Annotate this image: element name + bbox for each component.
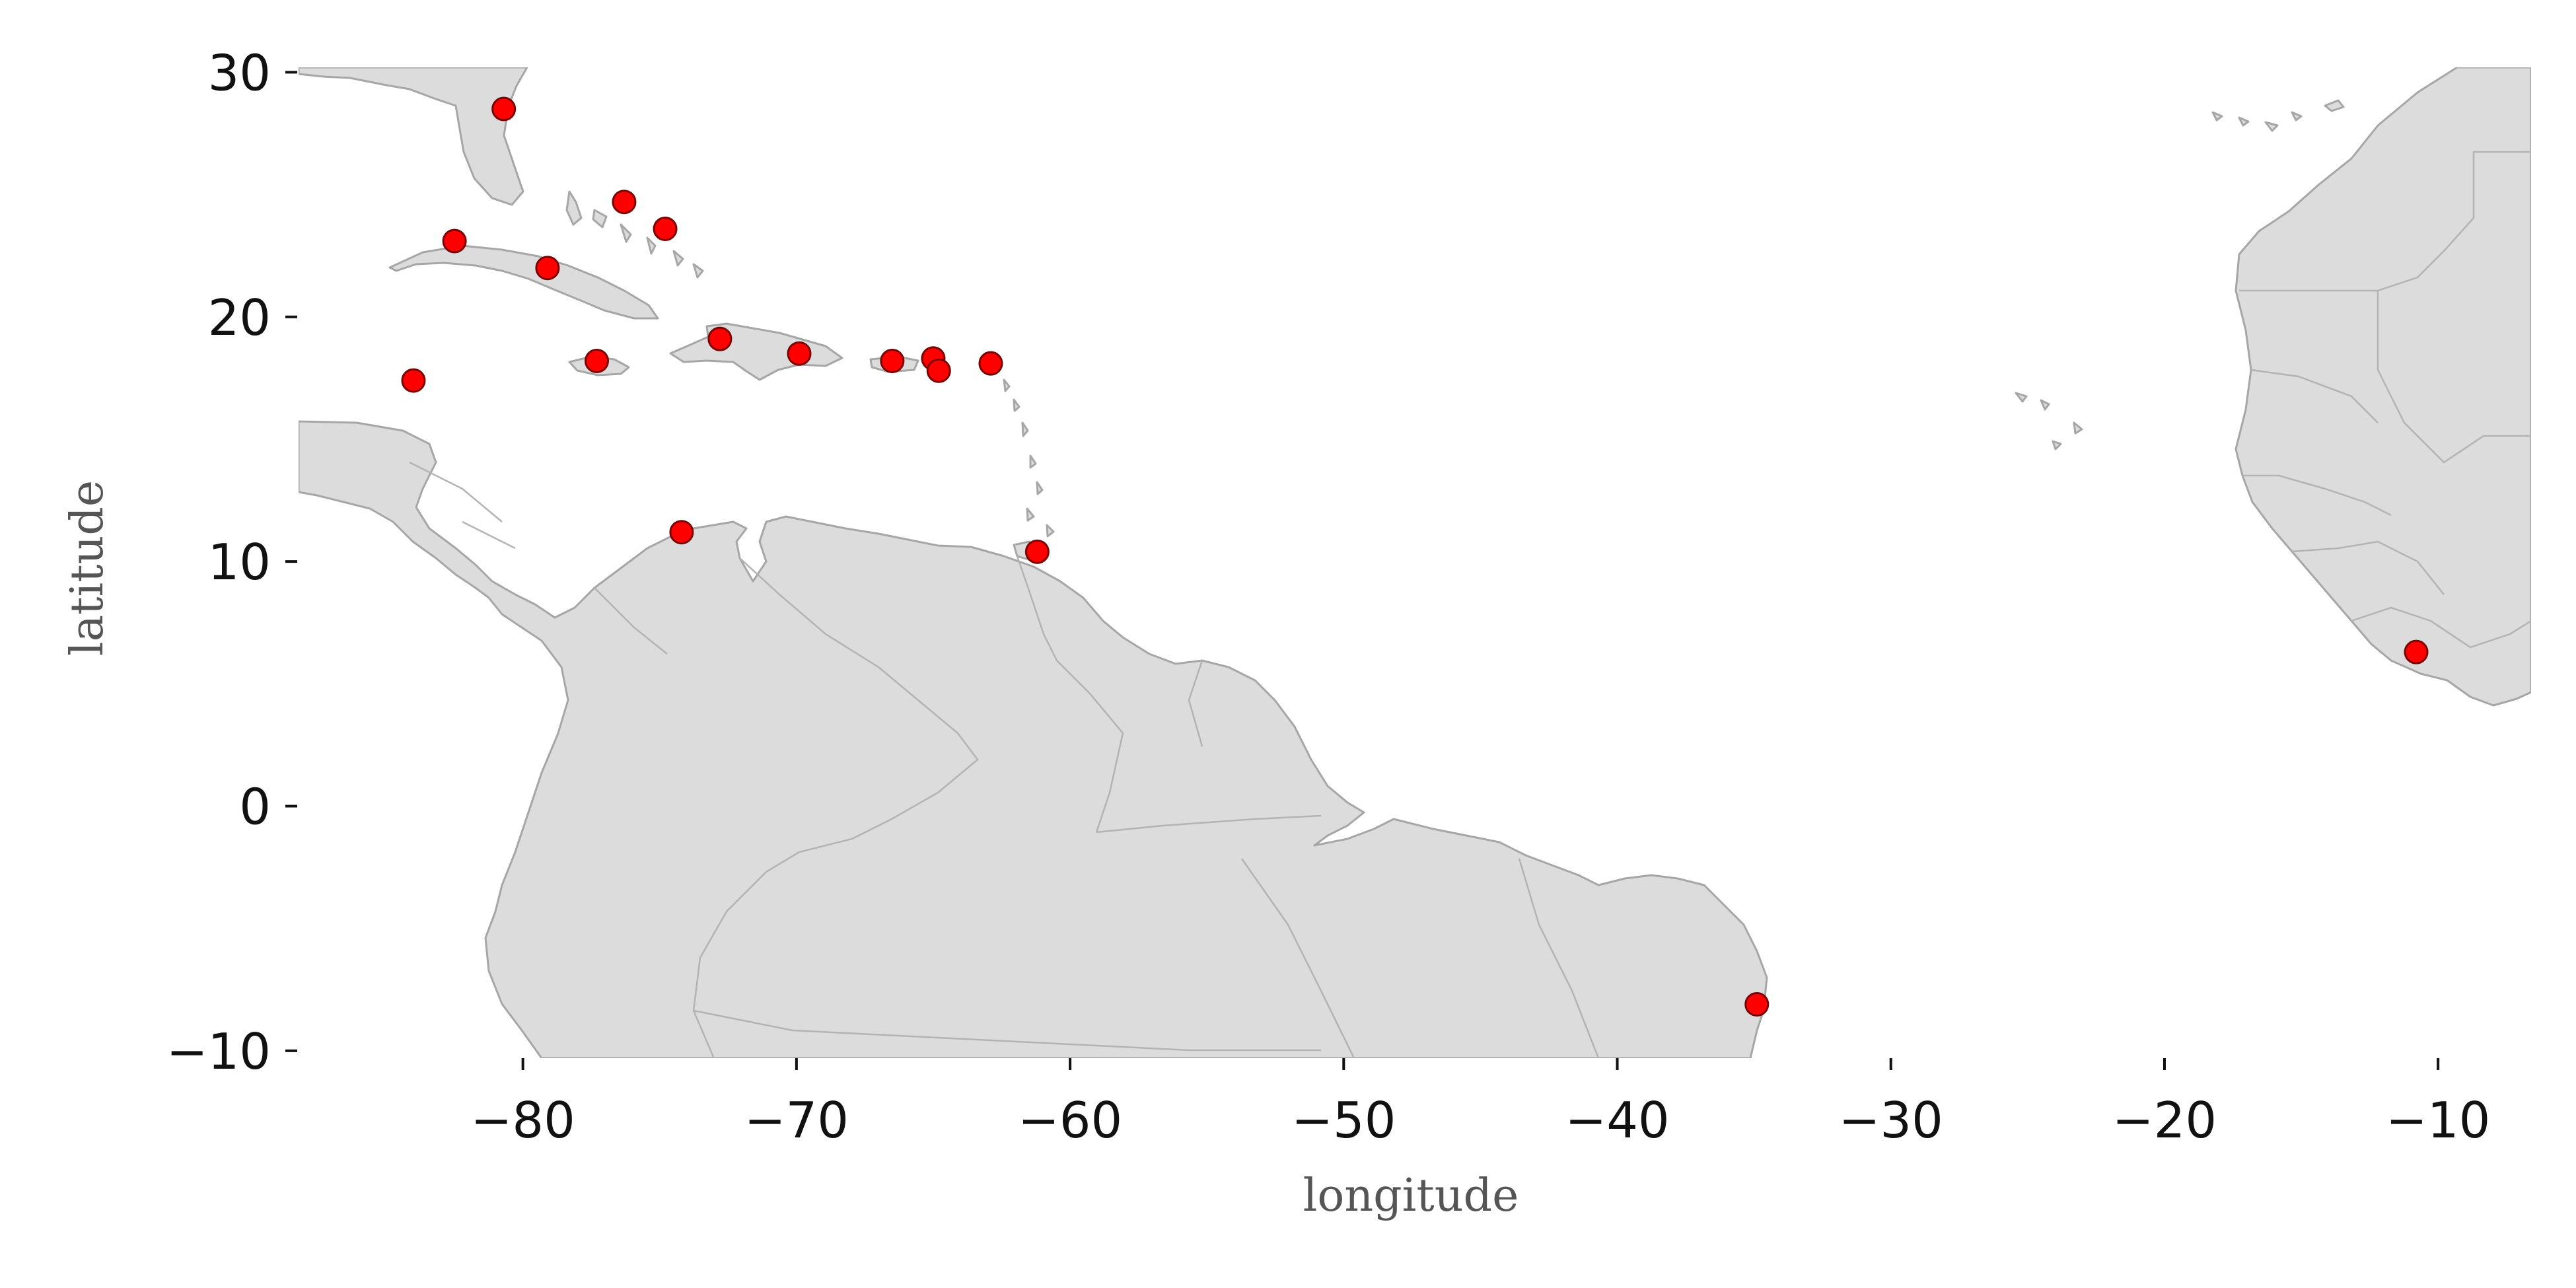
location-marker — [2404, 639, 2429, 664]
landmass-hispaniola — [669, 322, 843, 381]
y-tick-label: 0 — [239, 778, 271, 836]
x-tick-label: −30 — [1839, 1091, 1943, 1149]
location-marker — [1744, 992, 1770, 1017]
y-tick-label: 10 — [208, 533, 271, 591]
y-axis-title: latitude — [61, 480, 114, 656]
y-tick-label: −10 — [166, 1022, 271, 1081]
y-tick-label: 20 — [208, 289, 271, 347]
location-marker — [978, 351, 1003, 376]
x-tick-label: −10 — [2386, 1091, 2490, 1149]
landmass-florida — [299, 67, 528, 206]
landmass-americas — [299, 420, 1768, 1058]
location-marker — [612, 190, 637, 215]
x-tick-label: −70 — [744, 1091, 849, 1149]
x-tick-label: −60 — [1018, 1091, 1122, 1149]
borders-africa — [2239, 151, 2531, 649]
points-layer — [401, 96, 2429, 1017]
location-marker — [787, 341, 812, 366]
landmass-canary-islands — [2211, 99, 2345, 132]
location-marker — [584, 348, 609, 373]
landmass-lesser-antilles — [1003, 378, 1055, 561]
x-tick-label: −20 — [2112, 1091, 2217, 1149]
location-marker — [707, 326, 733, 351]
location-marker — [535, 256, 560, 281]
location-marker — [491, 96, 517, 122]
land-layer — [299, 67, 2531, 1058]
location-marker — [880, 348, 905, 373]
borders-americas — [409, 461, 1600, 1058]
location-marker — [1024, 539, 1050, 564]
landmass-cuba — [388, 244, 659, 320]
x-tick-label: −40 — [1565, 1091, 1669, 1149]
landmass-cape-verde — [2015, 392, 2083, 450]
x-axis-title: longitude — [1303, 1170, 1519, 1222]
x-tick-label: −80 — [471, 1091, 575, 1149]
location-marker — [401, 368, 426, 393]
location-marker — [442, 229, 467, 254]
location-marker — [926, 358, 951, 383]
y-axis: −10 0 10 20 30 — [166, 44, 297, 1081]
x-axis: −80 −70 −60 −50 −40 −30 −20 −10 — [471, 1058, 2490, 1149]
landmass-west-africa — [2235, 67, 2531, 707]
y-tick-label: 30 — [208, 44, 271, 102]
location-marker — [653, 216, 678, 241]
x-tick-label: −50 — [1291, 1091, 1396, 1149]
landmass-bahamas — [565, 190, 704, 279]
location-marker — [669, 520, 694, 545]
